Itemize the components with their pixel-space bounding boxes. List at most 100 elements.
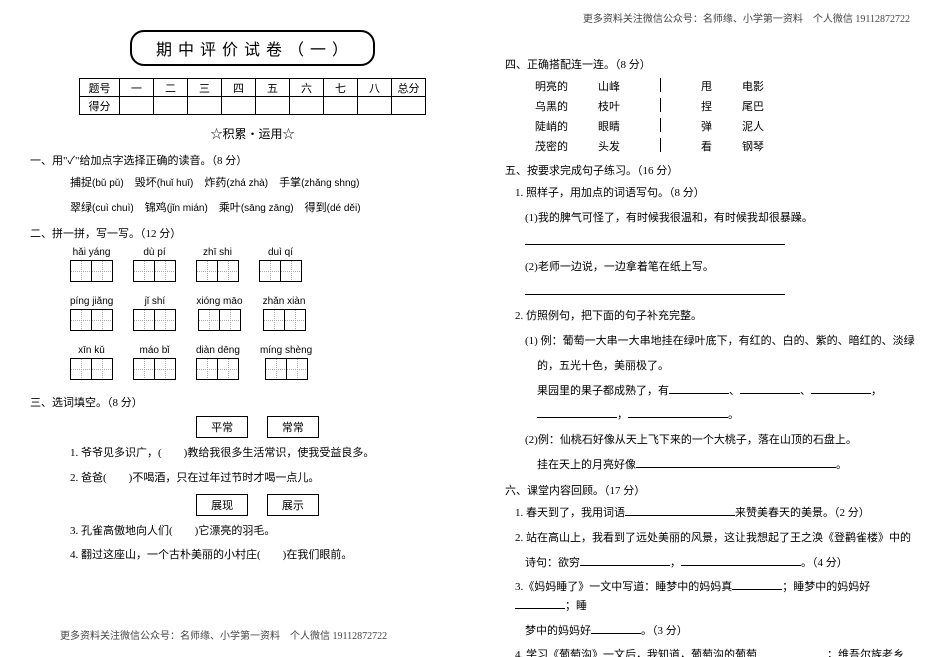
char-box	[196, 358, 218, 380]
prompt-text: 来赞美春天的美景。（2 分）	[735, 507, 870, 519]
pinyin-label: míng shèng	[260, 345, 312, 356]
score-cell	[188, 97, 222, 115]
word-choice: 展示	[267, 494, 319, 516]
pinyin-write-item: jǐ shí	[133, 296, 176, 331]
pinyin-write-item: xióng māo	[196, 296, 242, 331]
q-label: 2. 仿照例句，把下面的句子补充完整。	[515, 307, 920, 326]
pinyin-write-item: duì qí	[259, 247, 302, 282]
score-cell	[358, 97, 392, 115]
match-row: 陡峭的眼睛 弹泥人	[535, 118, 920, 134]
match-word: 捏	[701, 98, 712, 114]
match-right-pair: 弹泥人	[701, 118, 764, 134]
pinyin-write-item: píng jiǎng	[70, 296, 113, 331]
char-box	[154, 358, 176, 380]
pinyin: (cuì chuì)	[92, 203, 134, 214]
fill-blank-line: 1. 爷爷见多识广，( )教给我很多生活常识，使我受益良多。	[70, 444, 445, 463]
section-1-content: 捕捉(bǔ pǔ) 毁坏(huǐ huī) 炸药(zhá zhà) 手掌(zhǎ…	[70, 174, 445, 217]
word-choice-row: 平常 常常	[70, 416, 445, 438]
pinyin-label: dù pí	[143, 247, 165, 258]
divider	[660, 118, 661, 132]
answer-line	[525, 283, 920, 302]
char-box	[196, 260, 218, 282]
prompt-text: 诗句：欲穷	[525, 557, 580, 569]
fill-line: 3.《妈妈睡了》一文中写道：睡梦中的妈妈真；睡梦中的妈妈好；睡	[515, 578, 920, 615]
section-4-content: 明亮的山峰甩电影乌黑的枝叶捏尾巴陡峭的眼睛弹泥人茂密的头发看钢琴	[515, 78, 920, 154]
pinyin: (zhǎng shng)	[301, 178, 359, 189]
pinyin-label: xióng māo	[196, 296, 242, 307]
example-sentence: (1) 例：葡萄一大串一大串地挂在绿叶底下，有红的、白的、紫的、暗红的、淡绿	[525, 332, 920, 351]
word: 炸药	[204, 177, 226, 189]
fill-line: 诗句：欲穷，。（4 分）	[525, 554, 920, 573]
match-row: 乌黑的枝叶 捏尾巴	[535, 98, 920, 114]
pinyin-write-item: míng shèng	[260, 345, 312, 380]
match-left-pair: 明亮的山峰	[535, 78, 620, 94]
fill-blank-line: 3. 孔雀高傲地向人们( )它漂亮的羽毛。	[70, 522, 445, 541]
word: 手掌	[279, 177, 301, 189]
score-cell	[120, 97, 154, 115]
example-sentence: (2)老师一边说，一边拿着笔在纸上写。	[525, 258, 920, 277]
score-cell	[154, 97, 188, 115]
pinyin-write-item: diàn dēng	[196, 345, 240, 380]
char-box	[70, 358, 92, 380]
section-5-title: 五、按要求完成句子练习。（16 分）	[505, 162, 920, 178]
char-box-group	[133, 309, 176, 331]
prompt-text: ；睡梦中的妈妈好	[782, 581, 870, 593]
pinyin-label: xīn kǔ	[78, 345, 105, 356]
char-box-group	[196, 260, 239, 282]
char-box	[133, 358, 155, 380]
blank	[537, 406, 617, 418]
char-box	[198, 309, 220, 331]
match-left-pair: 陡峭的眼睛	[535, 118, 620, 134]
divider	[660, 78, 661, 92]
header-note: 更多资料关注微信公众号：名师缘、小学第一资料 个人微信 19112872722	[583, 10, 910, 25]
word: 捕捉	[70, 177, 92, 189]
pinyin: (zhá zhà)	[226, 178, 268, 189]
fill-line: 果园里的果子都成熟了，有、、，	[537, 382, 920, 401]
fill-line: 4. 学习《葡萄沟》一文后，我知道，葡萄沟的葡萄；维吾尔族老乡	[515, 646, 920, 657]
match-word: 看	[701, 138, 712, 154]
pinyin-write-item: zhī shi	[196, 247, 239, 282]
score-header-row: 题号 一 二 三 四 五 六 七 八 总分	[80, 79, 426, 97]
char-box-group	[259, 260, 302, 282]
section-2-content: hǎi yángdù pízhī shiduì qípíng jiǎngjǐ s…	[70, 247, 445, 380]
score-header: 六	[290, 79, 324, 97]
pinyin-label: diàn dēng	[196, 345, 240, 356]
section-3-title: 三、选词填空。（8 分）	[30, 394, 445, 410]
score-value-row: 得分	[80, 97, 426, 115]
char-box	[70, 309, 92, 331]
pinyin-label: duì qí	[268, 247, 293, 258]
match-left-pair: 乌黑的枝叶	[535, 98, 620, 114]
answer-line	[525, 233, 920, 252]
blank	[628, 406, 728, 418]
pinyin-label: zhǎn xiàn	[263, 296, 306, 307]
char-box	[154, 309, 176, 331]
word: 锦鸡	[145, 202, 167, 214]
pinyin-write-item: zhǎn xiàn	[263, 296, 306, 331]
score-cell	[222, 97, 256, 115]
pinyin-label: jǐ shí	[145, 296, 166, 307]
char-box-group	[133, 358, 176, 380]
match-word: 头发	[598, 138, 620, 154]
char-box	[219, 309, 241, 331]
char-box	[280, 260, 302, 282]
match-word: 钢琴	[742, 138, 764, 154]
fill-line: 挂在天上的月亮好像。	[537, 456, 920, 475]
char-box	[217, 260, 239, 282]
score-header: 题号	[80, 79, 120, 97]
section-1-title: 一、用"✓"给加点字选择正确的读音。（8 分）	[30, 152, 445, 168]
match-right-pair: 捏尾巴	[701, 98, 764, 114]
char-box	[286, 358, 308, 380]
fill-line: ，。	[537, 406, 920, 425]
char-box	[259, 260, 281, 282]
blank-line	[525, 283, 785, 295]
pinyin-write-row: hǎi yángdù pízhī shiduì qí	[70, 247, 445, 282]
section-5-content: 1. 照样子，用加点的词语写句。（8 分） (1)我的脾气可怪了，有时候我很温和…	[515, 184, 920, 474]
match-word: 弹	[701, 118, 712, 134]
pinyin-write-item: dù pí	[133, 247, 176, 282]
char-box	[91, 260, 113, 282]
prompt-text: ；维吾尔族老乡	[827, 649, 904, 657]
page-right: 更多资料关注微信公众号：名师缘、小学第一资料 个人微信 19112872722 …	[475, 0, 950, 657]
divider	[660, 98, 661, 112]
match-word: 枝叶	[598, 98, 620, 114]
score-cell	[324, 97, 358, 115]
